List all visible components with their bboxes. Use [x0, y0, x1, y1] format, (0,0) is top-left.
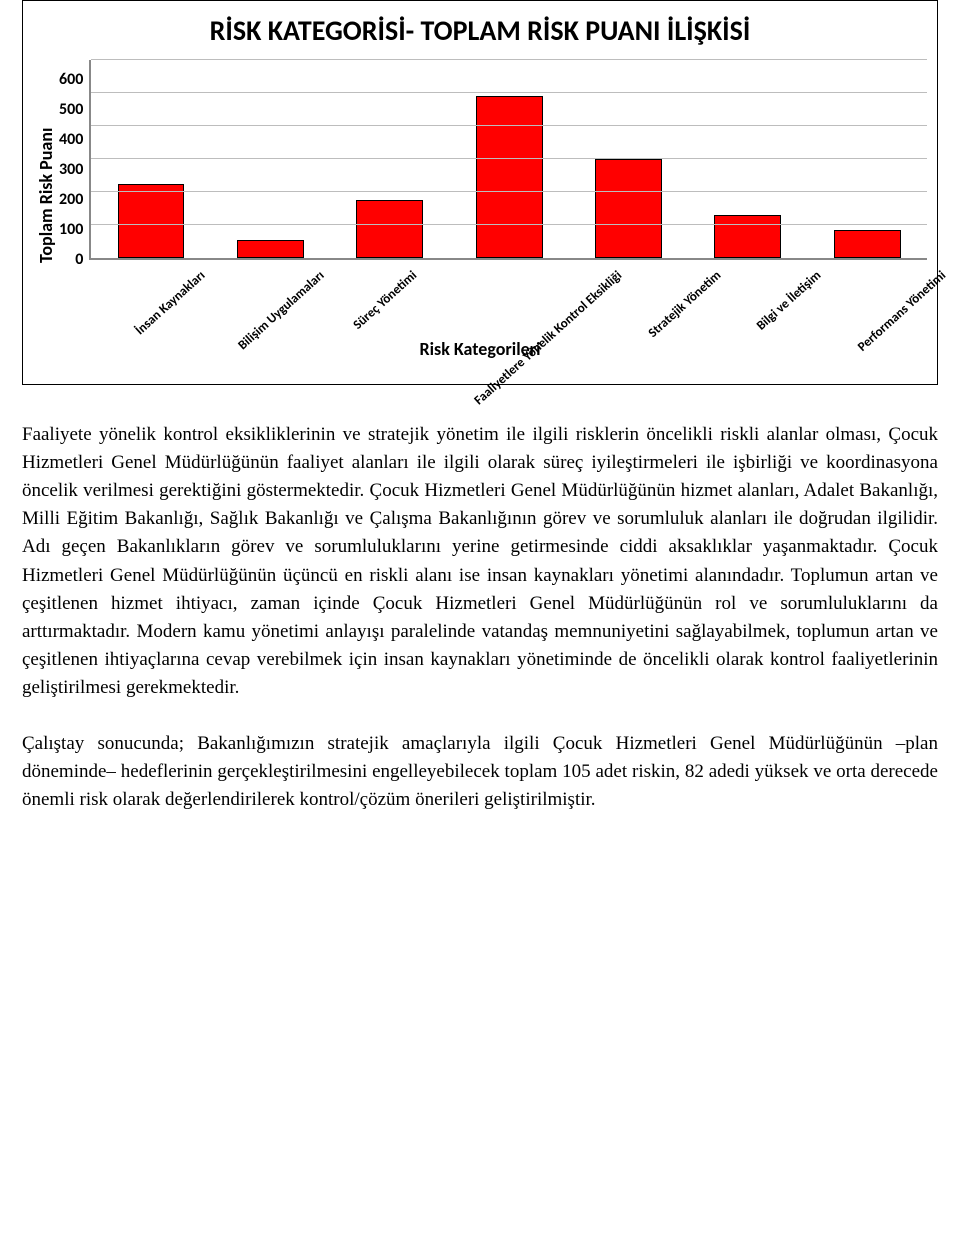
grid-line: [91, 158, 927, 159]
grid-line: [91, 92, 927, 93]
chart-container: RİSK KATEGORİSİ- TOPLAM RİSK PUANI İLİŞK…: [22, 0, 938, 385]
bar-slot: [688, 60, 807, 258]
grid-line: [91, 125, 927, 126]
y-tick: 300: [59, 162, 83, 178]
bar: [476, 96, 543, 258]
y-tick: 100: [59, 222, 83, 238]
x-label: Performans Yönetimi: [855, 268, 960, 396]
paragraph-1: Faaliyete yönelik kontrol eksikliklerini…: [22, 421, 938, 702]
paragraph-2: Çalıştay sonucunda; Bakanlığımızın strat…: [22, 730, 938, 814]
y-tick: 400: [59, 132, 83, 148]
y-axis-ticks: 6005004003002001000: [59, 64, 89, 260]
bar-slot: [449, 60, 568, 258]
grid-line: [91, 59, 927, 60]
bar: [595, 159, 662, 258]
bars-group: [91, 60, 927, 258]
plot-area: İnsan KaynaklarıBilişim UygulamalarıSüre…: [89, 60, 927, 330]
bar: [714, 215, 781, 258]
bar-slot: [91, 60, 210, 258]
y-tick: 500: [59, 102, 83, 118]
bar: [237, 240, 304, 258]
bar: [834, 230, 901, 258]
x-axis-labels: İnsan KaynaklarıBilişim UygulamalarıSüre…: [89, 262, 927, 332]
bar: [118, 184, 185, 258]
grid-line: [91, 191, 927, 192]
bar-slot: [569, 60, 688, 258]
plot: [89, 60, 927, 260]
chart-body: Toplam Risk Puanı 600 500 400 300 200 100 0 İn…: [33, 60, 927, 330]
y-tick: 0: [75, 252, 83, 268]
chart-title: RİSK KATEGORİSİ- TOPLAM RİSK PUANI İLİŞK…: [33, 13, 927, 48]
x-label-slot: İnsan Kaynakları: [89, 262, 194, 332]
y-axis-label: Toplam Risk Puanı: [33, 60, 59, 330]
bar-slot: [330, 60, 449, 258]
y-tick: 200: [59, 192, 83, 208]
bar-slot: [808, 60, 927, 258]
bar: [356, 200, 423, 258]
bar-slot: [211, 60, 330, 258]
grid-line: [91, 224, 927, 225]
y-tick: 600: [59, 72, 83, 88]
